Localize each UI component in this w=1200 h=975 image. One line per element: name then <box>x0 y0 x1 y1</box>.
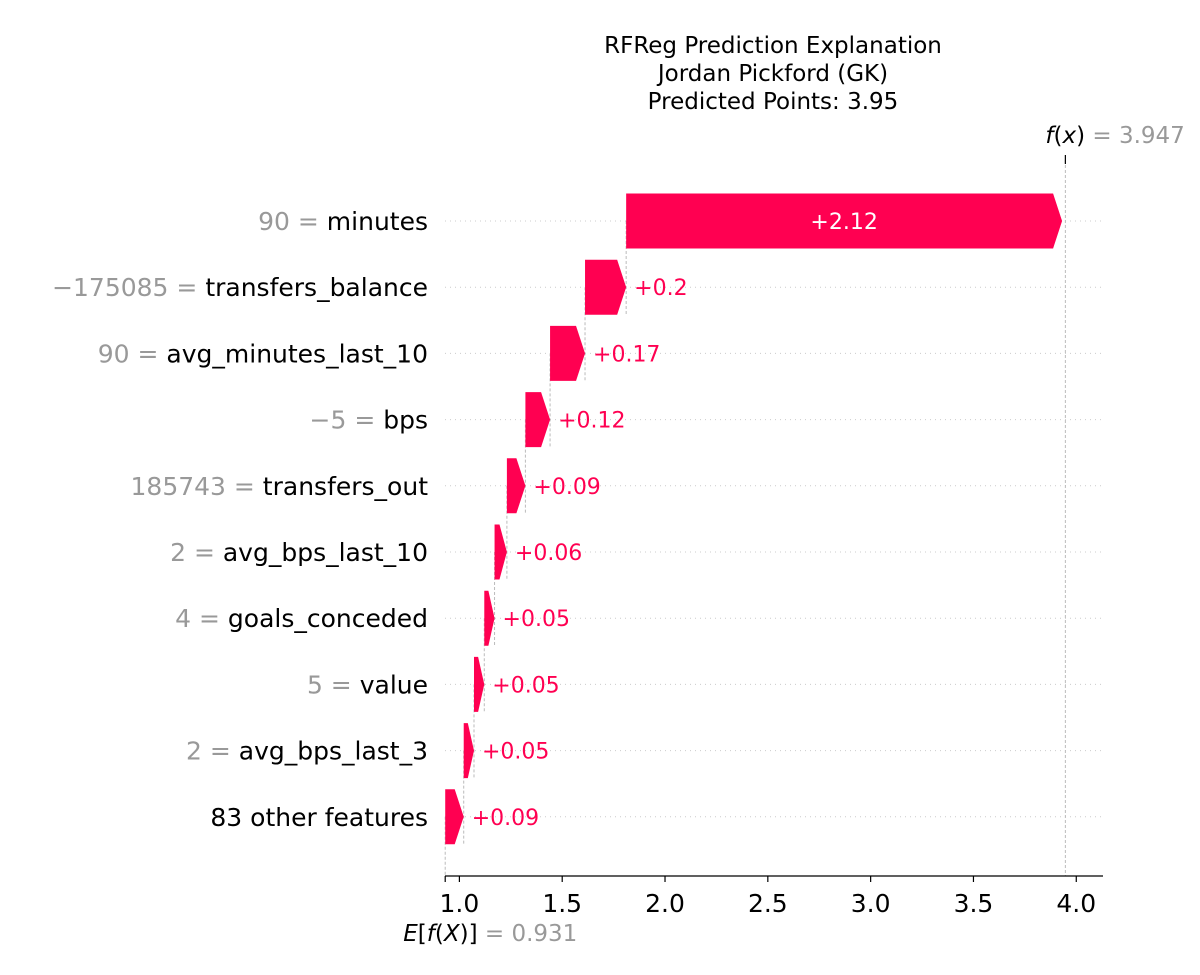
feature-label: 185743 = transfers_out <box>131 472 429 501</box>
feature-name: goals_conceded <box>228 604 428 633</box>
feature-value: 185743 = <box>131 472 263 501</box>
waterfall-bar <box>550 325 586 381</box>
fx-symbol: f <box>1045 123 1056 149</box>
feature-label: −5 = bps <box>310 406 428 435</box>
efx-value: = 0.931 <box>478 921 578 947</box>
title-line-1: RFReg Prediction Explanation <box>604 33 942 59</box>
efx-symbol: ( <box>435 921 444 947</box>
waterfall-bar <box>506 458 526 514</box>
feature-value: 4 = <box>175 604 228 633</box>
feature-name: avg_bps_last_10 <box>223 538 428 567</box>
feature-value: 90 = <box>98 339 167 368</box>
feature-value: 5 = <box>307 670 360 699</box>
waterfall-bar <box>484 590 495 646</box>
feature-name: minutes <box>327 207 428 236</box>
feature-name: avg_minutes_last_10 <box>166 339 428 368</box>
efx-symbol: f <box>427 921 438 947</box>
contribution-label: +2.12 <box>810 210 877 235</box>
efx-symbol: )] <box>460 921 478 947</box>
fx-value: = 3.947 <box>1085 123 1185 149</box>
x-tick-label: 3.5 <box>954 889 994 918</box>
efx-symbol: [ <box>418 921 427 947</box>
waterfall-bar <box>626 193 1063 249</box>
feature-name: transfers_balance <box>205 273 428 302</box>
title-line-2: Jordan Pickford (GK) <box>656 61 888 87</box>
feature-label: 83 other features <box>210 803 428 832</box>
contribution-label: +0.2 <box>634 276 687 301</box>
waterfall-bar <box>473 656 485 712</box>
contribution-label: +0.12 <box>558 409 625 434</box>
feature-label: 2 = avg_bps_last_3 <box>186 737 428 766</box>
waterfall-bar <box>463 723 474 779</box>
fx-symbol-x: x <box>1061 123 1076 149</box>
feature-value: 2 = <box>170 538 223 567</box>
feature-label: 4 = goals_conceded <box>175 604 428 633</box>
x-tick-label: 4.0 <box>1056 889 1096 918</box>
contribution-label: +0.09 <box>533 475 600 500</box>
x-tick-label: 3.0 <box>851 889 891 918</box>
contribution-label: +0.09 <box>472 806 539 831</box>
feature-label: 2 = avg_bps_last_10 <box>170 538 428 567</box>
title-line-3: Predicted Points: 3.95 <box>648 89 899 115</box>
plot-area: +2.12 90 = minutes +0.2 −175085 = transfers… <box>52 123 1185 947</box>
x-tick-label: 2.5 <box>748 889 788 918</box>
feature-value: −5 = <box>310 406 384 435</box>
feature-label: 90 = minutes <box>258 207 428 236</box>
feature-name: 83 other features <box>210 803 428 832</box>
feature-name: avg_bps_last_3 <box>239 737 428 766</box>
contribution-label: +0.06 <box>515 541 582 566</box>
feature-value: 2 = <box>186 737 239 766</box>
waterfall-bar <box>445 789 464 845</box>
x-tick-label: 1.5 <box>542 889 582 918</box>
fx-symbol-paren: ( <box>1053 123 1062 149</box>
x-tick-label: 1.0 <box>440 889 480 918</box>
waterfall-bar <box>525 392 551 448</box>
feature-value: −175085 = <box>52 273 205 302</box>
waterfall-bar <box>494 524 507 580</box>
contribution-label: +0.05 <box>503 607 570 632</box>
contribution-label: +0.05 <box>492 673 559 698</box>
feature-label: 5 = value <box>307 670 428 699</box>
feature-label: 90 = avg_minutes_last_10 <box>98 339 428 368</box>
x-tick-label: 2.0 <box>645 889 685 918</box>
feature-name: bps <box>383 406 428 435</box>
fx-annotation: f(x) = 3.947 <box>1045 123 1184 149</box>
feature-name: transfers_out <box>263 472 428 501</box>
feature-value: 90 = <box>258 207 327 236</box>
efx-annotation: E[f(X)] = 0.931 <box>403 921 577 947</box>
fx-symbol-close: ) <box>1076 123 1085 149</box>
efx-symbol: E <box>403 921 418 947</box>
chart-title: RFReg Prediction Explanation Jordan Pick… <box>604 33 942 115</box>
feature-name: value <box>360 670 428 699</box>
feature-label: −175085 = transfers_balance <box>52 273 428 302</box>
waterfall-bar <box>585 259 627 315</box>
efx-symbol: X <box>443 921 461 947</box>
contribution-label: +0.05 <box>482 740 549 765</box>
contribution-label: +0.17 <box>593 342 660 367</box>
